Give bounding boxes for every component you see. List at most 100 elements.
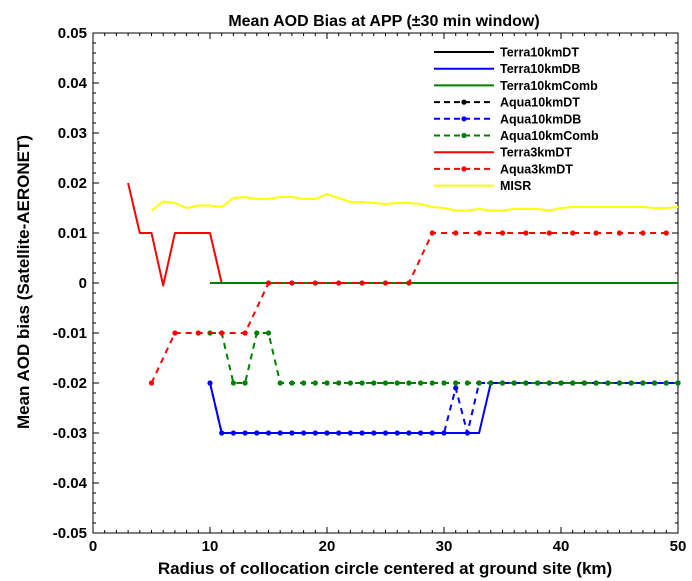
data-point [429, 430, 435, 436]
data-point [406, 380, 412, 386]
data-point [265, 430, 272, 436]
data-point [663, 230, 669, 236]
y-axis: -0.05 -0.04 -0.03 -0.02 -0.01 0 0.01 0.02 0.03 0.… [53, 25, 678, 542]
data-point [336, 430, 342, 436]
data-point [429, 230, 435, 236]
y-tick-label: 0.03 [58, 125, 87, 142]
y-tick-label: -0.03 [53, 425, 87, 442]
data-point [546, 380, 552, 386]
data-point [359, 430, 365, 436]
data-point [640, 380, 646, 386]
y-tick-label: 0.05 [58, 25, 87, 42]
series-line-Aqua10kmComb [210, 332, 678, 384]
data-point [336, 280, 342, 286]
data-point [464, 380, 470, 386]
data-point [195, 330, 201, 336]
y-tick-label: -0.04 [53, 475, 88, 492]
y-tick-label: -0.01 [53, 325, 87, 342]
data-point [429, 380, 435, 386]
y-axis-title: Mean AOD bias (Satellite-AERONET) [14, 135, 33, 429]
legend: Terra10kmDT Terra10kmDB Terra10kmComb Aqua1… [434, 46, 599, 193]
data-point [546, 230, 552, 236]
data-point [312, 280, 318, 286]
data-point [219, 330, 225, 336]
legend-entry: Terra10kmComb [434, 79, 598, 93]
data-point [581, 380, 588, 386]
y-tick-label: 0.01 [58, 225, 87, 242]
data-point [406, 280, 412, 286]
data-point [289, 430, 295, 436]
data-point [488, 380, 494, 386]
series-line-Aqua10kmDB [209, 382, 678, 434]
legend-entry: MISR [434, 179, 531, 193]
legend-label: Aqua10kmDT [500, 96, 580, 110]
data-point [265, 330, 272, 336]
data-point [523, 380, 529, 386]
data-point [347, 380, 353, 386]
data-point [324, 380, 330, 386]
legend-marker [461, 99, 467, 105]
x-axis: 0 10 20 30 40 50 [89, 33, 686, 555]
data-point [312, 430, 318, 436]
series-layer [127, 182, 681, 436]
data-point [254, 330, 260, 336]
data-point [628, 380, 634, 386]
legend-label: Terra3kmDT [500, 146, 572, 160]
data-point [242, 380, 248, 386]
data-point [453, 385, 459, 391]
data-point [558, 380, 564, 386]
data-point [593, 230, 599, 236]
x-axis-title: Radius of collocation circle centered at… [158, 559, 612, 578]
data-point [207, 380, 213, 386]
y-tick-label: -0.02 [53, 375, 87, 392]
legend-entry: Aqua10kmDB [434, 112, 581, 126]
data-point [242, 430, 248, 436]
data-point [511, 380, 517, 386]
series-Aqua10kmComb [207, 330, 681, 386]
data-point [254, 430, 260, 436]
data-point [312, 380, 318, 386]
data-point [148, 380, 155, 386]
x-tick-label: 40 [553, 538, 570, 555]
data-point [324, 430, 330, 436]
series-Aqua3kmDT [148, 230, 669, 386]
legend-entry: Terra3kmDT [434, 146, 572, 160]
data-point [382, 280, 389, 286]
data-point [394, 380, 400, 386]
data-point [242, 330, 248, 336]
data-point [301, 430, 307, 436]
data-point [418, 430, 424, 436]
data-point [359, 280, 365, 286]
data-point [535, 380, 541, 386]
data-point [605, 380, 611, 386]
data-point [499, 380, 506, 386]
data-point [359, 380, 365, 386]
series-Terra3kmDT [127, 182, 643, 287]
data-point [675, 380, 681, 386]
y-tick-label: -0.05 [53, 525, 87, 542]
series-line-MISR [150, 193, 679, 212]
data-point [230, 430, 236, 436]
data-point [441, 380, 447, 386]
legend-entry: Terra10kmDB [434, 62, 580, 76]
x-tick-label: 10 [202, 538, 219, 555]
legend-label: Terra10kmDB [500, 62, 580, 76]
series-line-Terra10kmDB [209, 382, 678, 434]
series-line-Terra3kmDT [127, 182, 643, 287]
legend-entry: Aqua10kmComb [434, 129, 599, 143]
x-tick-label: 0 [89, 538, 97, 555]
data-point [277, 430, 283, 436]
legend-entry: Terra10kmDT [434, 46, 579, 60]
data-point [289, 380, 295, 386]
data-point [219, 430, 225, 436]
data-point [616, 380, 623, 386]
data-point [394, 430, 400, 436]
data-point [418, 380, 424, 386]
legend-label: Aqua10kmComb [500, 129, 599, 143]
y-tick-label: 0.02 [58, 175, 87, 192]
data-point [652, 380, 658, 386]
data-point [464, 430, 470, 436]
legend-label: MISR [500, 179, 531, 193]
data-point [441, 430, 447, 436]
data-point [406, 430, 412, 436]
